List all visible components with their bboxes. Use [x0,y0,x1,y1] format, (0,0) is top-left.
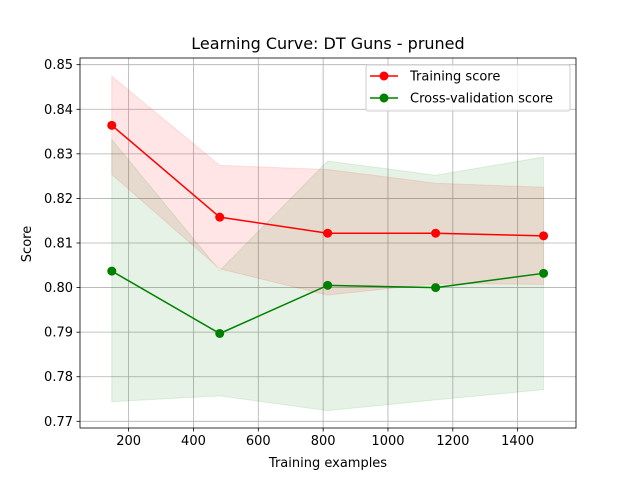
y-tick-label: 0.84 [44,103,73,118]
data-point-cross-validation [431,283,441,293]
data-point-training [431,228,441,238]
data-point-training [107,120,117,130]
x-tick-label: 800 [311,434,336,449]
x-tick-label: 1200 [436,434,469,449]
legend-marker-cross-validation [379,93,389,103]
legend-marker-training [379,71,389,81]
y-tick-label: 0.82 [44,192,73,207]
y-tick-label: 0.78 [44,370,73,385]
y-tick-label: 0.83 [44,147,73,162]
legend-item-training: Training score [370,70,500,85]
y-tick-label: 0.77 [44,415,73,430]
data-point-cross-validation [323,280,333,290]
y-tick-label: 0.79 [44,326,73,341]
std-band-training [111,75,545,296]
data-point-training [539,231,549,241]
data-point-cross-validation [215,328,225,338]
x-tick-label: 200 [116,434,141,449]
x-axis-title: Training examples [268,456,387,471]
legend-item-cross-validation: Cross-validation score [370,92,553,107]
y-tick-label: 0.85 [44,58,73,73]
legend-label-cross-validation: Cross-validation score [410,92,553,107]
legend-box [365,64,571,112]
chart-title: Learning Curve: DT Guns - pruned [191,34,464,53]
y-axis-title: Score [20,226,35,262]
std-band-cross-validation [111,138,545,412]
data-point-cross-validation [107,266,117,276]
legend-label-training: Training score [409,70,500,85]
x-tick-label: 1000 [371,434,404,449]
data-point-training [323,228,333,238]
data-point-cross-validation [539,268,549,278]
plot-layer: 200 400 600 800 1000 1200 1400 0.77 0.78 0.79 0.80… [44,57,577,449]
x-tick-label: 1400 [501,434,534,449]
legend: Training score Cross-validation score [365,64,571,112]
data-point-training [215,212,225,222]
y-tick-label: 0.80 [44,281,73,296]
y-tick-label: 0.81 [44,237,73,252]
x-tick-label: 600 [246,434,271,449]
x-tick-label: 400 [181,434,206,449]
